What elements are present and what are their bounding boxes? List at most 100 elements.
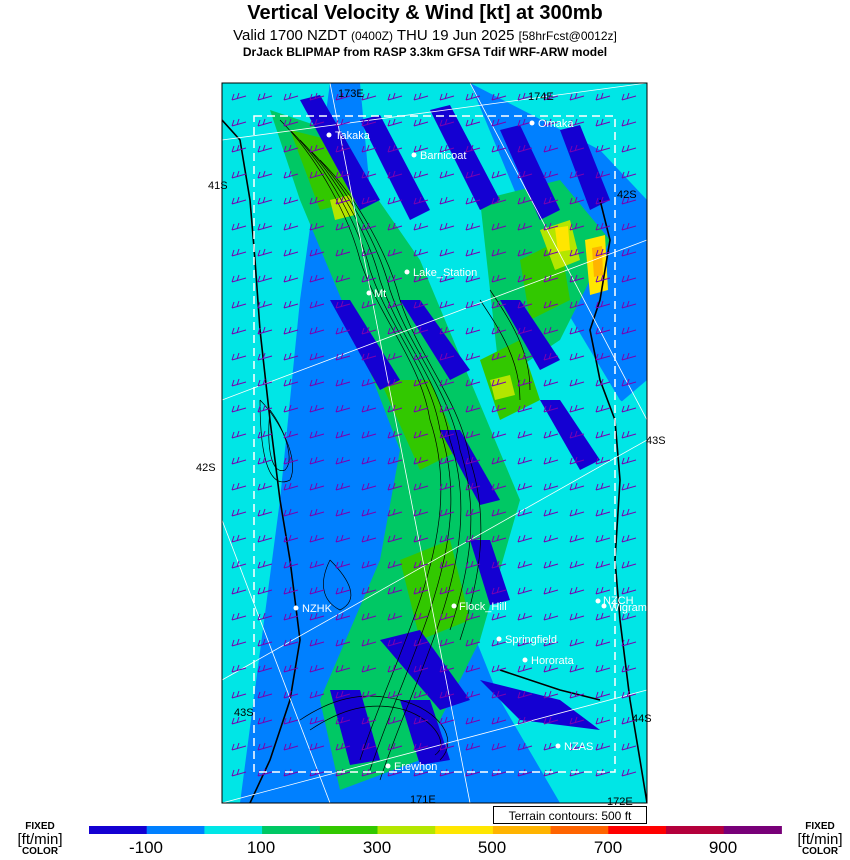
wind-barb [283,612,299,621]
town-markers [293,120,607,769]
wind-barb [283,742,299,751]
wind-barb [439,742,455,751]
wind-barb [569,300,585,309]
lat-label-41s: 41S [208,180,228,192]
wind-barb [491,378,507,387]
wind-barb [569,352,585,361]
wind-barb [595,196,611,205]
wind-barb [465,716,481,725]
wind-barb [595,326,611,335]
wind-barb [621,612,637,621]
wind-barb [621,482,637,491]
wind-barb [413,638,429,647]
wind-barb [387,274,403,283]
wind-barb [517,378,533,387]
wind-barb [335,690,351,699]
wind-barb [361,196,377,205]
wind-barb [543,170,559,179]
town-flock-hill: Flock_Hill [459,601,507,613]
wind-barb [387,300,403,309]
valid-utc: (0400Z) [350,29,393,43]
wind-barb [309,742,325,751]
wind-barb [283,248,299,257]
wind-barb [543,612,559,621]
wind-barb [491,222,507,231]
wind-barb [335,300,351,309]
wind-barb [335,430,351,439]
wind-barb [283,456,299,465]
lon-label-174e: 174E [528,91,554,103]
wind-barb [439,586,455,595]
wind-barb [309,326,325,335]
legend-right-color: COLOR [801,846,839,857]
wind-barb [283,170,299,179]
wind-barb [413,586,429,595]
cyan-zones [222,83,647,803]
wind-barb [569,586,585,595]
wind-barb [257,534,273,543]
wind-barb [335,222,351,231]
wind-barb [387,456,403,465]
wind-barb [543,196,559,205]
wind-barb [439,352,455,361]
wind-barb [387,534,403,543]
wind-barb [231,690,247,699]
town-erewhon: Erewhon [394,761,437,773]
wind-barb [231,638,247,647]
wind-barb [595,716,611,725]
wind-barb [413,222,429,231]
wind-barb [569,742,585,751]
wind-barb [361,456,377,465]
wind-barb [595,456,611,465]
wind-barb [335,586,351,595]
town-nzch: NZCH [603,595,634,607]
lon-label-173e: 173E [338,88,364,100]
wind-barb [491,404,507,413]
wind-barb [413,612,429,621]
wind-barb [621,326,637,335]
wind-barb [231,300,247,309]
wind-barb [621,664,637,673]
wind-barb [543,404,559,413]
wind-barb [231,742,247,751]
wind-barb [439,196,455,205]
wind-barb [439,456,455,465]
wind-barb [465,742,481,751]
wind-barb [361,690,377,699]
wind-barb [413,300,429,309]
wind-barb [309,92,325,101]
wind-barb [283,378,299,387]
wind-barb [413,378,429,387]
wind-barb [465,118,481,127]
lake-station-dot [404,269,410,275]
wind-barb [439,274,455,283]
wind-barb [335,482,351,491]
wind-barb [569,326,585,335]
wind-barb [569,92,585,101]
hororata-dot [522,657,528,663]
wind-barb [231,586,247,595]
wind-barb [231,326,247,335]
wind-barb [621,92,637,101]
wind-barb [387,430,403,439]
town-springfield: Springfield [505,634,557,646]
wind-barb [387,92,403,101]
wind-barb [621,222,637,231]
wind-barb [309,482,325,491]
terrain-contour-note: Terrain contours: 500 ft [493,806,647,824]
wind-barb [413,560,429,569]
wind-barb [361,378,377,387]
wind-barb [413,690,429,699]
color-bin [723,826,782,834]
wind-barb [309,430,325,439]
wind-barb [283,352,299,361]
wind-barb [595,664,611,673]
wind-barb [335,274,351,283]
wind-barb [257,274,273,283]
wind-barb [309,638,325,647]
wind-barb [309,300,325,309]
wind-barb [517,300,533,309]
wind-barb [491,560,507,569]
wind-barb [543,222,559,231]
coastline [222,119,647,803]
